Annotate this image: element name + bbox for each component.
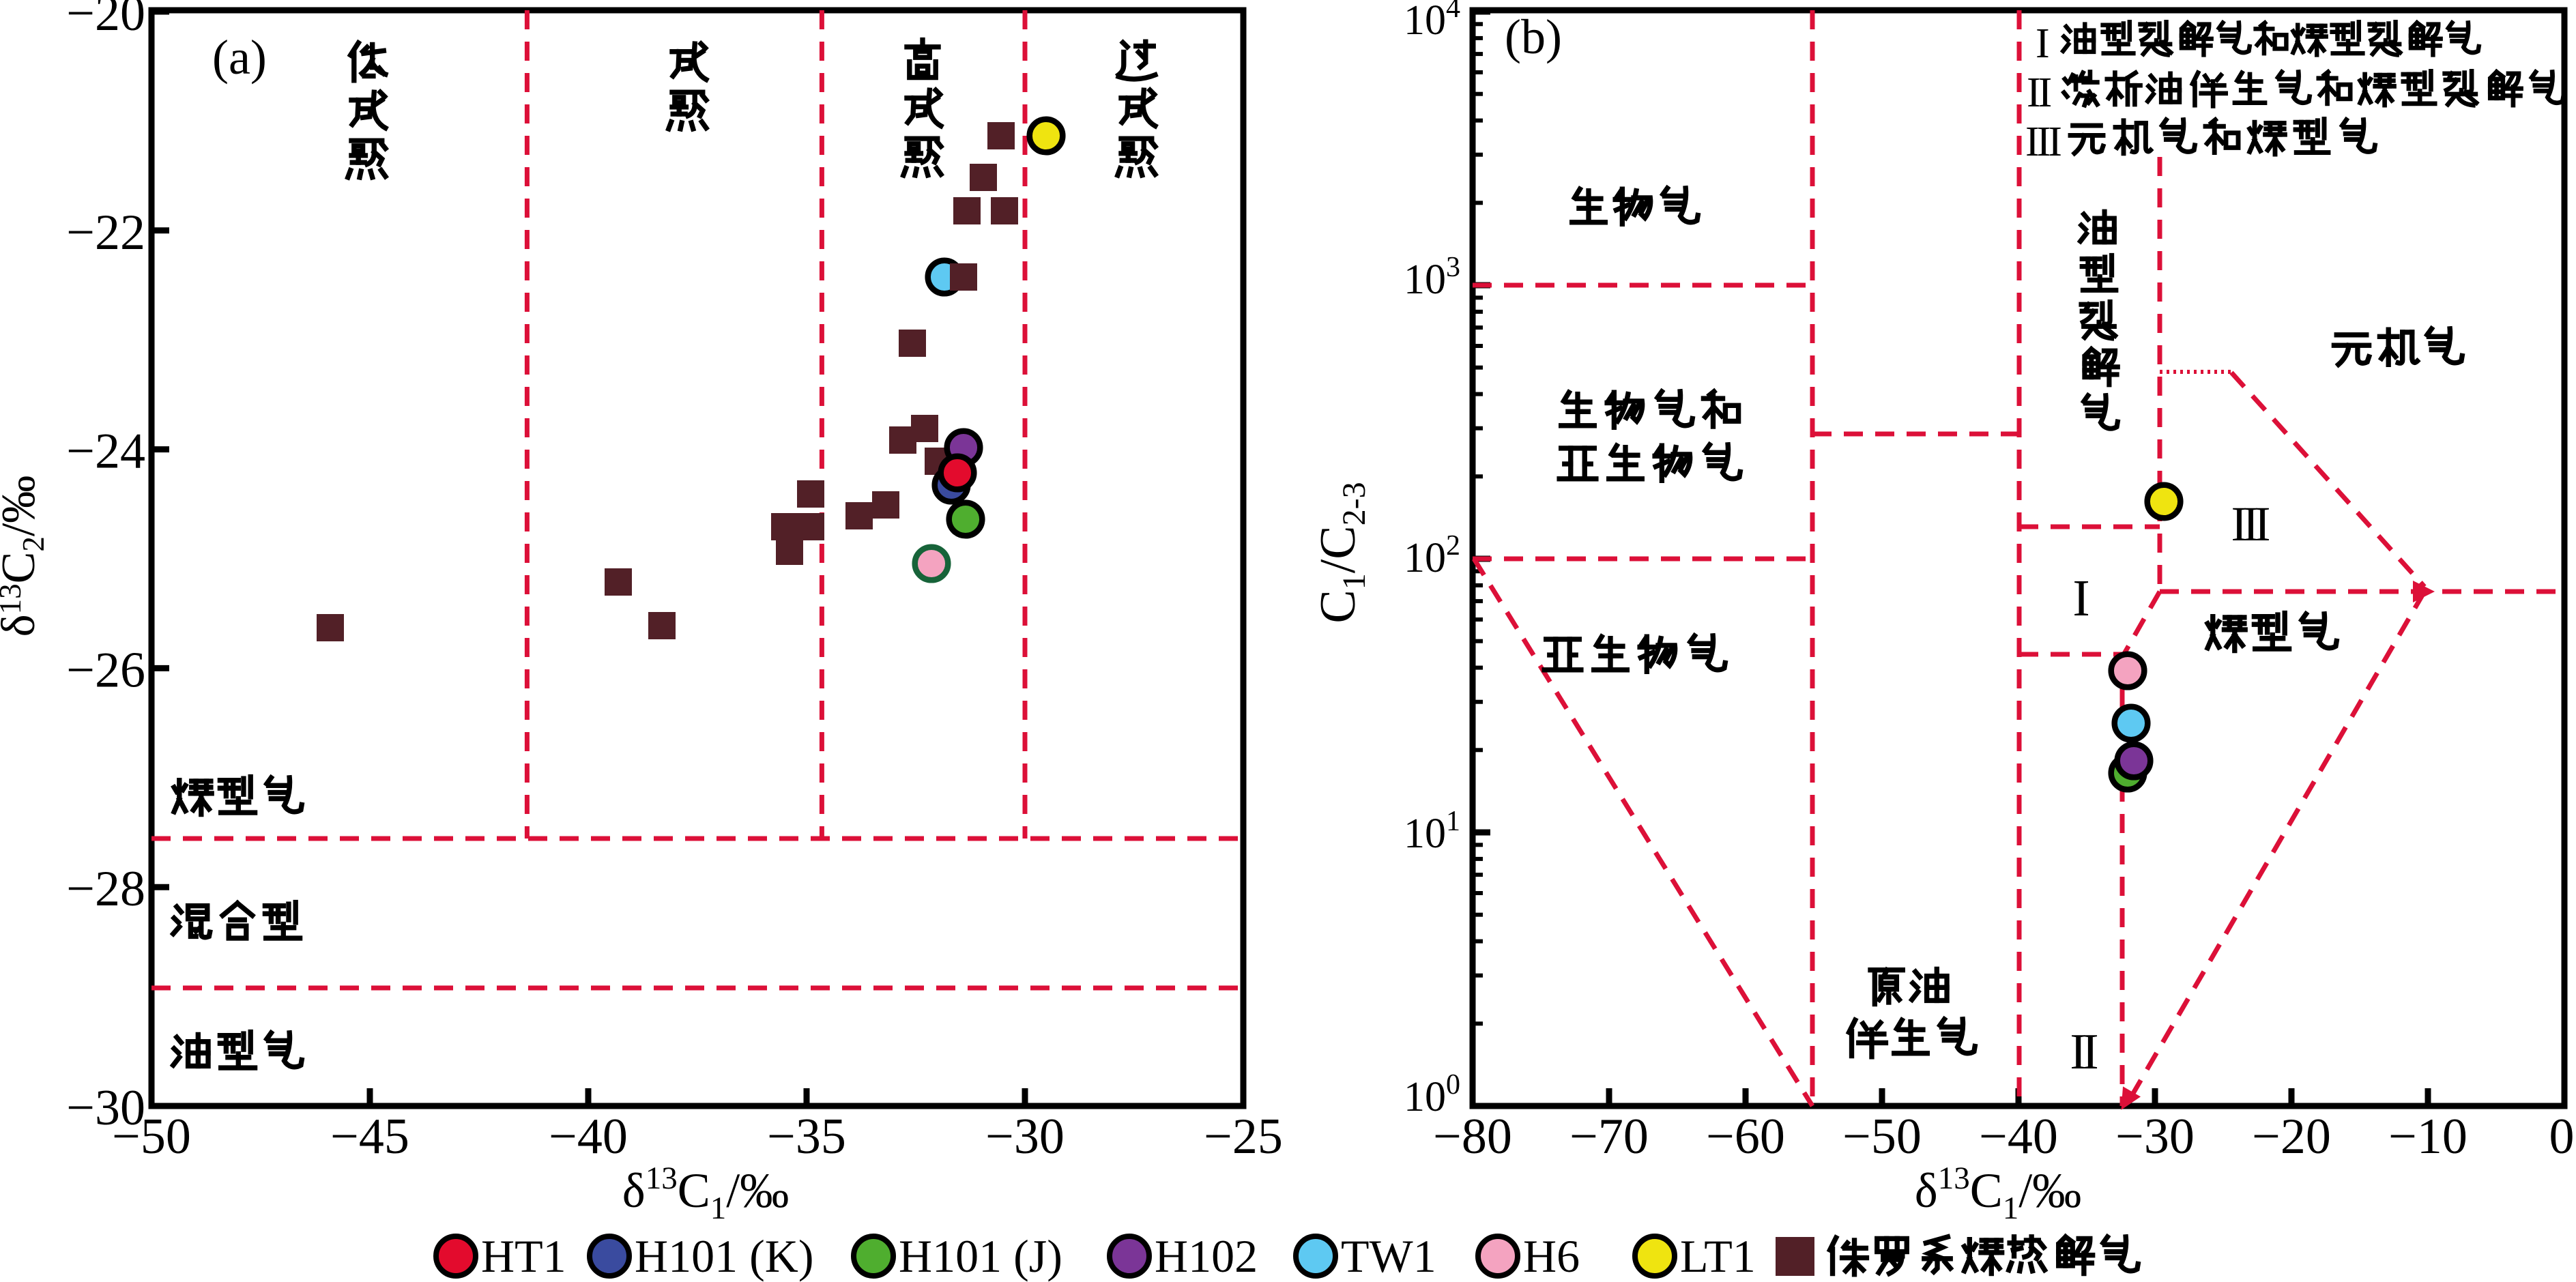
svg-text:−30: −30 (985, 1109, 1065, 1165)
svg-text:−10: −10 (2388, 1109, 2468, 1165)
svg-text:I: I (2072, 570, 2089, 627)
svg-text:II: II (2027, 70, 2051, 116)
svg-text:δ13C1/‰: δ13C1/‰ (622, 1161, 789, 1226)
svg-text:δ13C1/‰: δ13C1/‰ (1915, 1161, 2081, 1226)
svg-text:−50: −50 (112, 1109, 191, 1165)
svg-text:TW1: TW1 (1341, 1230, 1436, 1282)
svg-text:−26: −26 (66, 642, 145, 698)
svg-text:−40: −40 (549, 1109, 628, 1165)
svg-text:HT1: HT1 (481, 1230, 566, 1282)
svg-text:−30: −30 (2115, 1109, 2195, 1165)
svg-text:−20: −20 (2252, 1109, 2331, 1165)
svg-text:−24: −24 (66, 424, 145, 480)
svg-text:δ13C2/‰: δ13C2/‰ (0, 476, 50, 637)
svg-text:−40: −40 (1979, 1109, 2058, 1165)
svg-text:−22: −22 (66, 205, 145, 261)
svg-text:H102: H102 (1155, 1230, 1258, 1282)
svg-text:II: II (2070, 1024, 2098, 1080)
svg-text:−30: −30 (66, 1080, 145, 1136)
svg-text:III: III (2231, 497, 2270, 551)
svg-text:H6: H6 (1523, 1230, 1580, 1282)
svg-text:LT1: LT1 (1680, 1230, 1756, 1282)
svg-text:(a): (a) (212, 30, 267, 85)
svg-text:H101 (K): H101 (K) (635, 1230, 814, 1282)
svg-text:0: 0 (2549, 1109, 2575, 1165)
svg-text:III: III (2025, 119, 2061, 165)
svg-text:−25: −25 (1204, 1109, 1283, 1165)
svg-text:−70: −70 (1569, 1109, 1649, 1165)
svg-text:H101 (J): H101 (J) (899, 1230, 1062, 1282)
svg-text:I: I (2036, 20, 2050, 67)
svg-text:−28: −28 (66, 861, 145, 917)
svg-text:−35: −35 (767, 1109, 846, 1165)
svg-text:−60: −60 (1706, 1109, 1785, 1165)
svg-text:−20: −20 (66, 0, 145, 42)
svg-text:−50: −50 (1842, 1109, 1922, 1165)
svg-text:−45: −45 (330, 1109, 409, 1165)
svg-text:(b): (b) (1505, 10, 1562, 64)
svg-text:−80: −80 (1433, 1109, 1512, 1165)
